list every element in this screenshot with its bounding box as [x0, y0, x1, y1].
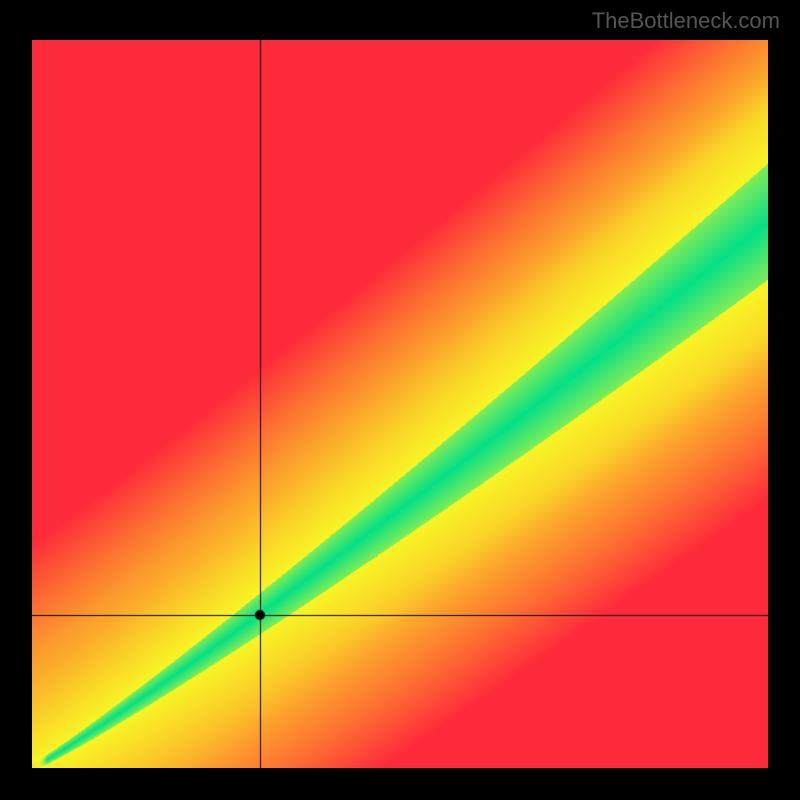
watermark-text: TheBottleneck.com [592, 8, 780, 34]
plot-area [32, 40, 768, 768]
chart-container: TheBottleneck.com [0, 0, 800, 800]
heatmap-canvas [32, 40, 768, 768]
